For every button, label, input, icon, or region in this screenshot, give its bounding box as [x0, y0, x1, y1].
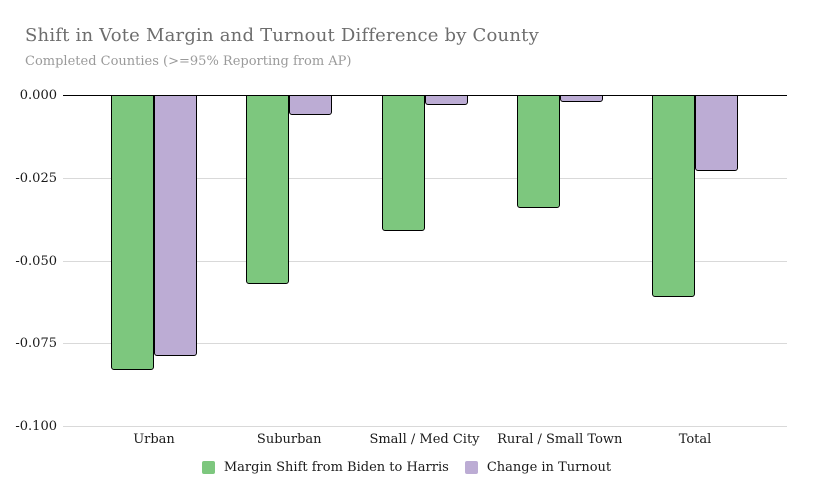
gridline: [63, 426, 787, 427]
bar-margin-shift-small-med-city: [381, 95, 425, 231]
bar-turnout-suburban: [289, 95, 333, 115]
bar-turnout-small-med-city: [424, 95, 468, 105]
gridline: [63, 177, 787, 179]
y-tick-label: -0.025: [15, 170, 57, 186]
bar-turnout-urban: [154, 95, 197, 356]
gridline: [63, 343, 787, 345]
bar-margin-shift-suburban: [246, 95, 290, 284]
legend: Margin Shift from Biden to Harris Change …: [0, 460, 813, 475]
chart-title: Shift in Vote Margin and Turnout Differe…: [25, 25, 539, 46]
y-tick-label: -0.050: [15, 253, 57, 269]
bar-margin-shift-total: [652, 95, 695, 297]
legend-swatch-turnout: [464, 461, 478, 474]
legend-item-margin-shift: Margin Shift from Biden to Harris: [201, 460, 449, 475]
bar-margin-shift-rural-small-town: [516, 95, 560, 208]
bar-turnout-total: [695, 95, 738, 171]
plot-area: [63, 95, 787, 427]
y-tick-label: -0.100: [15, 419, 57, 434]
x-category-label-urban: Urban: [133, 432, 175, 447]
x-category-label-total: Total: [678, 432, 712, 447]
chart-subtitle: Completed Counties (>=95% Reporting from…: [25, 54, 352, 69]
legend-label-turnout: Change in Turnout: [486, 460, 612, 475]
x-category-label-small-med-city: Small / Med City: [369, 432, 480, 447]
legend-item-turnout: Change in Turnout: [464, 460, 612, 475]
x-category-label-rural-small-town: Rural / Small Town: [497, 432, 623, 447]
legend-swatch-margin-shift: [201, 461, 215, 474]
legend-label-margin-shift: Margin Shift from Biden to Harris: [223, 460, 449, 475]
gridline: [63, 260, 787, 262]
bar-turnout-rural-small-town: [559, 95, 603, 102]
bar-margin-shift-urban: [111, 95, 154, 370]
x-category-label-suburban: Suburban: [256, 432, 322, 447]
y-tick-label: 0.000: [19, 88, 57, 103]
y-tick-label: -0.075: [15, 336, 57, 352]
